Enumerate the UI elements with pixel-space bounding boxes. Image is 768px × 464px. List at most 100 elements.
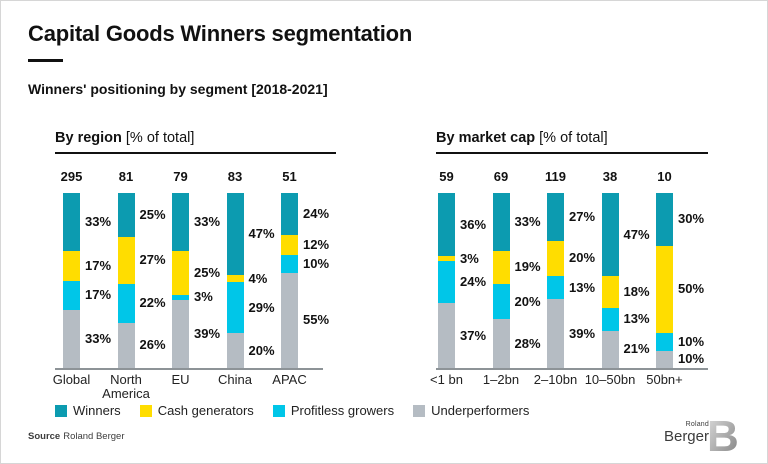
percent-label: 39% bbox=[569, 325, 596, 341]
legend-item-underperformers: Underperformers bbox=[413, 403, 529, 418]
bar-segment-underperformers bbox=[281, 272, 298, 368]
bar-segment-winners bbox=[656, 193, 673, 246]
bar-total-label: 10 bbox=[657, 169, 672, 184]
axis-line bbox=[55, 368, 323, 370]
bar-segment-winners bbox=[226, 193, 244, 276]
percent-label: 20% bbox=[514, 293, 541, 309]
bar-segment-cash-generators bbox=[438, 256, 455, 262]
logo-roland-text: Roland bbox=[685, 421, 709, 428]
bar-segment-profitless-growers bbox=[547, 276, 564, 300]
legend-item-winners: Winners bbox=[55, 403, 121, 418]
page-title: Capital Goods Winners segmentation bbox=[28, 21, 413, 46]
bar-segment-profitless-growers bbox=[438, 261, 455, 304]
percent-label: 17% bbox=[85, 257, 112, 273]
bar-segment-cash-generators bbox=[547, 240, 564, 277]
percent-label: 27% bbox=[139, 252, 166, 268]
bar-total-label: 79 bbox=[173, 169, 188, 184]
percent-label: 55% bbox=[303, 312, 330, 328]
category-label: Global bbox=[52, 372, 91, 387]
percent-label: 17% bbox=[85, 287, 112, 303]
bar-segment-cash-generators bbox=[281, 234, 298, 256]
percent-label: 29% bbox=[248, 299, 275, 315]
bar-segment-winners bbox=[601, 193, 619, 277]
bar-segment-profitless-growers bbox=[601, 307, 619, 331]
chart-by-market-cap-title: By market cap [% of total] bbox=[436, 130, 708, 154]
bar-segment-cash-generators bbox=[656, 245, 673, 333]
roland-berger-b-mark-icon: B bbox=[709, 415, 739, 457]
bar-segment-winners bbox=[438, 193, 455, 256]
percent-label: 28% bbox=[514, 335, 541, 351]
legend-label: Winners bbox=[73, 403, 121, 418]
bar-segment-cash-generators bbox=[601, 276, 619, 308]
chart-title-unit: [% of total] bbox=[125, 130, 195, 146]
bar-total-label: 81 bbox=[118, 169, 134, 184]
percent-label: 24% bbox=[303, 205, 330, 221]
category-label: 50bn+ bbox=[646, 372, 683, 387]
bar-segment-underperformers bbox=[656, 350, 673, 368]
bar-segment-cash-generators bbox=[492, 250, 510, 284]
percent-label: 47% bbox=[248, 226, 275, 242]
category-label: APAC bbox=[272, 372, 307, 387]
bar-segment-winners bbox=[63, 193, 80, 251]
percent-label: 27% bbox=[569, 208, 596, 224]
yellow-square-icon bbox=[139, 404, 152, 417]
percent-label: 33% bbox=[85, 331, 112, 347]
chart-title-bold: By market cap bbox=[436, 130, 536, 146]
percent-label: 50% bbox=[678, 281, 705, 297]
percent-label: 33% bbox=[514, 213, 541, 229]
bar-segment-cash-generators bbox=[226, 275, 244, 283]
legend-label: Cash generators bbox=[157, 403, 254, 418]
bar-segment-profitless-growers bbox=[63, 280, 80, 311]
bar-segment-profitless-growers bbox=[281, 255, 298, 273]
percent-label: 47% bbox=[623, 226, 650, 242]
bar-segment-cash-generators bbox=[63, 250, 80, 281]
roland-berger-logo: Roland Berger B bbox=[649, 407, 745, 457]
logo-wordmark: Roland Berger bbox=[664, 421, 709, 444]
chart-title-unit: [% of total] bbox=[539, 130, 608, 146]
plot-area-region: 295 33% 17% 17% 33% Global 81 25% 27% 22% 26% North… bbox=[53, 154, 336, 406]
chart-by-region-title: By region [% of total] bbox=[55, 130, 336, 154]
percent-label: 21% bbox=[623, 341, 650, 357]
bar-segment-underperformers bbox=[226, 333, 244, 368]
category-label: 10–50bn bbox=[584, 372, 636, 387]
percent-label: 33% bbox=[85, 213, 112, 229]
source-label: Source bbox=[28, 431, 61, 442]
bar-segment-underperformers bbox=[63, 310, 80, 368]
legend-label: Underperformers bbox=[431, 403, 530, 418]
bar-segment-winners bbox=[281, 193, 298, 235]
axis-line bbox=[436, 368, 708, 370]
percent-label: 18% bbox=[623, 283, 650, 299]
bar-segment-winners bbox=[492, 193, 510, 251]
bar-total-label: 119 bbox=[545, 169, 566, 184]
percent-label: 26% bbox=[139, 337, 166, 353]
bar-segment-winners bbox=[547, 193, 564, 241]
source-note: Source Roland Berger bbox=[28, 431, 124, 442]
bar-segment-winners bbox=[117, 193, 135, 237]
plot-area-market-cap: 59 36% 3% 24% 37% <1 bn 69 33% 19% 20% 28% 1–2bn 119… bbox=[430, 154, 708, 406]
bar-segment-winners bbox=[172, 193, 189, 251]
category-label: North America bbox=[102, 372, 150, 401]
chart-title-bold: By region bbox=[55, 130, 122, 146]
percent-label: 24% bbox=[460, 274, 487, 290]
percent-label: 33% bbox=[194, 213, 221, 229]
percent-label: 39% bbox=[194, 325, 221, 341]
percent-label: 37% bbox=[460, 327, 487, 343]
cyan-square-icon bbox=[272, 404, 285, 417]
bar-segment-underperformers bbox=[438, 303, 455, 368]
bar-segment-profitless-growers bbox=[117, 284, 135, 323]
legend-item-cash-generators: Cash generators bbox=[139, 403, 254, 418]
gray-square-icon bbox=[413, 404, 426, 417]
bar-segment-profitless-growers bbox=[172, 294, 189, 300]
category-label: <1 bn bbox=[430, 372, 463, 387]
legend-item-profitless-growers: Profitless growers bbox=[272, 403, 394, 418]
bar-total-label: 295 bbox=[60, 169, 83, 184]
title-accent-line bbox=[28, 59, 63, 62]
bar-total-label: 38 bbox=[602, 169, 618, 184]
percent-label: 10% bbox=[303, 256, 330, 272]
percent-label: 12% bbox=[303, 236, 330, 252]
percent-label: 30% bbox=[678, 211, 705, 227]
bar-segment-underperformers bbox=[172, 299, 189, 368]
bar-total-label: 51 bbox=[282, 169, 297, 184]
teal-square-icon bbox=[55, 404, 67, 417]
percent-label: 36% bbox=[460, 216, 487, 232]
